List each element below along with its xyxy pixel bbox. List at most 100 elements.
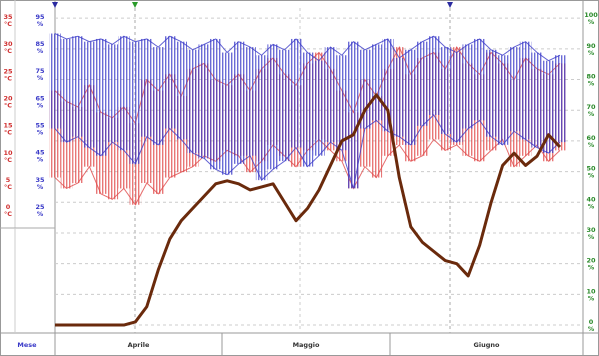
range-bar — [496, 55, 509, 145]
y2-tick-label: 0 — [589, 318, 594, 326]
range-bar — [416, 41, 429, 126]
range-bar — [462, 44, 474, 129]
y2-tick-label: 60 — [586, 134, 596, 142]
y2-tick-label: 90 — [586, 42, 596, 50]
y-tick-unit: °C — [4, 210, 12, 218]
y-tick-label: 10 — [3, 149, 13, 157]
range-bar — [164, 36, 176, 129]
y2-tick-label: 80 — [586, 73, 596, 81]
y-tick-unit: °C — [4, 156, 12, 164]
range-bar — [267, 44, 279, 170]
month-label: Maggio — [293, 341, 320, 349]
y3-tick-unit: % — [37, 101, 44, 109]
y2-tick-unit: % — [588, 18, 595, 26]
range-bar — [531, 52, 543, 148]
range-bar — [554, 55, 566, 143]
y-tick-unit: °C — [4, 47, 12, 55]
range-bar — [542, 60, 555, 153]
range-bar — [221, 52, 233, 175]
range-bar — [347, 41, 360, 189]
y2-tick-unit: % — [588, 294, 595, 302]
range-bar — [393, 57, 406, 137]
y2-tick-unit: % — [588, 110, 595, 118]
y2-tick-unit: % — [588, 172, 595, 180]
range-bar — [232, 41, 245, 164]
marker — [52, 2, 58, 8]
y3-tick-label: 25 — [35, 203, 45, 211]
y2-tick-unit: % — [588, 325, 595, 333]
y2-tick-unit: % — [588, 233, 595, 241]
y2-tick-unit: % — [588, 141, 595, 149]
range-bar — [508, 47, 520, 132]
y-tick-label: 15 — [3, 122, 13, 130]
range-bar — [49, 90, 61, 178]
range-edge — [54, 33, 561, 62]
range-bar — [49, 33, 61, 129]
range-bar — [175, 41, 187, 140]
y-tick-label: 25 — [3, 67, 13, 75]
range-bar — [428, 36, 440, 115]
y-tick-unit: °C — [4, 183, 12, 191]
range-bar — [198, 44, 210, 159]
range-bar — [83, 41, 96, 148]
y-tick-unit: °C — [4, 101, 12, 109]
range-bar — [278, 49, 291, 162]
range-bar — [106, 44, 119, 143]
y2-tick-unit: % — [588, 202, 595, 210]
y3-tick-unit: % — [37, 156, 44, 164]
y-tick-label: 20 — [3, 94, 13, 102]
y3-tick-label: 55 — [35, 122, 45, 130]
range-bar — [118, 36, 130, 151]
y2-tick-label: 50 — [586, 165, 596, 173]
y3-tick-unit: % — [37, 183, 44, 191]
range-bar — [473, 38, 486, 121]
range-bar — [244, 47, 256, 156]
month-label: Giugno — [474, 341, 500, 349]
range-bar — [382, 38, 394, 132]
line — [55, 93, 562, 327]
y3-tick-unit: % — [37, 210, 44, 218]
range-bar — [60, 101, 73, 189]
y-tick-unit: °C — [4, 74, 12, 82]
range-bar — [129, 41, 142, 164]
range-bar — [313, 60, 325, 156]
range-bar — [370, 44, 383, 121]
range-bar — [450, 52, 463, 143]
y3-tick-label: 85 — [35, 40, 45, 48]
month-label: Aprile — [128, 341, 150, 349]
range-bar — [186, 49, 199, 153]
range-bar — [405, 49, 417, 145]
range-bar — [301, 52, 314, 167]
y-tick-label: 35 — [3, 13, 13, 21]
y2-tick-label: 20 — [586, 257, 596, 265]
range-bar — [72, 106, 84, 183]
y2-tick-label: 40 — [586, 195, 596, 203]
range-bar — [324, 47, 337, 143]
y2-tick-unit: % — [588, 49, 595, 57]
range-bar — [439, 47, 451, 134]
range-bar — [72, 36, 84, 137]
y3-tick-label: 75 — [35, 67, 45, 75]
y3-tick-label: 45 — [35, 149, 45, 157]
y3-tick-label: 35 — [35, 176, 45, 184]
y3-tick-label: 65 — [35, 94, 45, 102]
range-bar — [255, 55, 268, 181]
y-tick-unit: °C — [4, 129, 12, 137]
range-bar — [60, 38, 73, 143]
range-edge — [54, 114, 561, 189]
range-bar — [519, 41, 532, 140]
y-tick-label: 5 — [6, 176, 11, 184]
range-bar — [106, 117, 119, 200]
y2-tick-label: 30 — [586, 226, 596, 234]
y2-tick-label: 70 — [586, 103, 596, 111]
range-bar — [485, 49, 497, 137]
range-bar — [359, 49, 371, 129]
y-tick-label: 0 — [6, 203, 11, 211]
range-bar — [336, 55, 348, 151]
y2-tick-label: 100 — [584, 11, 598, 19]
range-bar — [95, 38, 107, 156]
y3-tick-unit: % — [37, 74, 44, 82]
y2-tick-unit: % — [588, 264, 595, 272]
